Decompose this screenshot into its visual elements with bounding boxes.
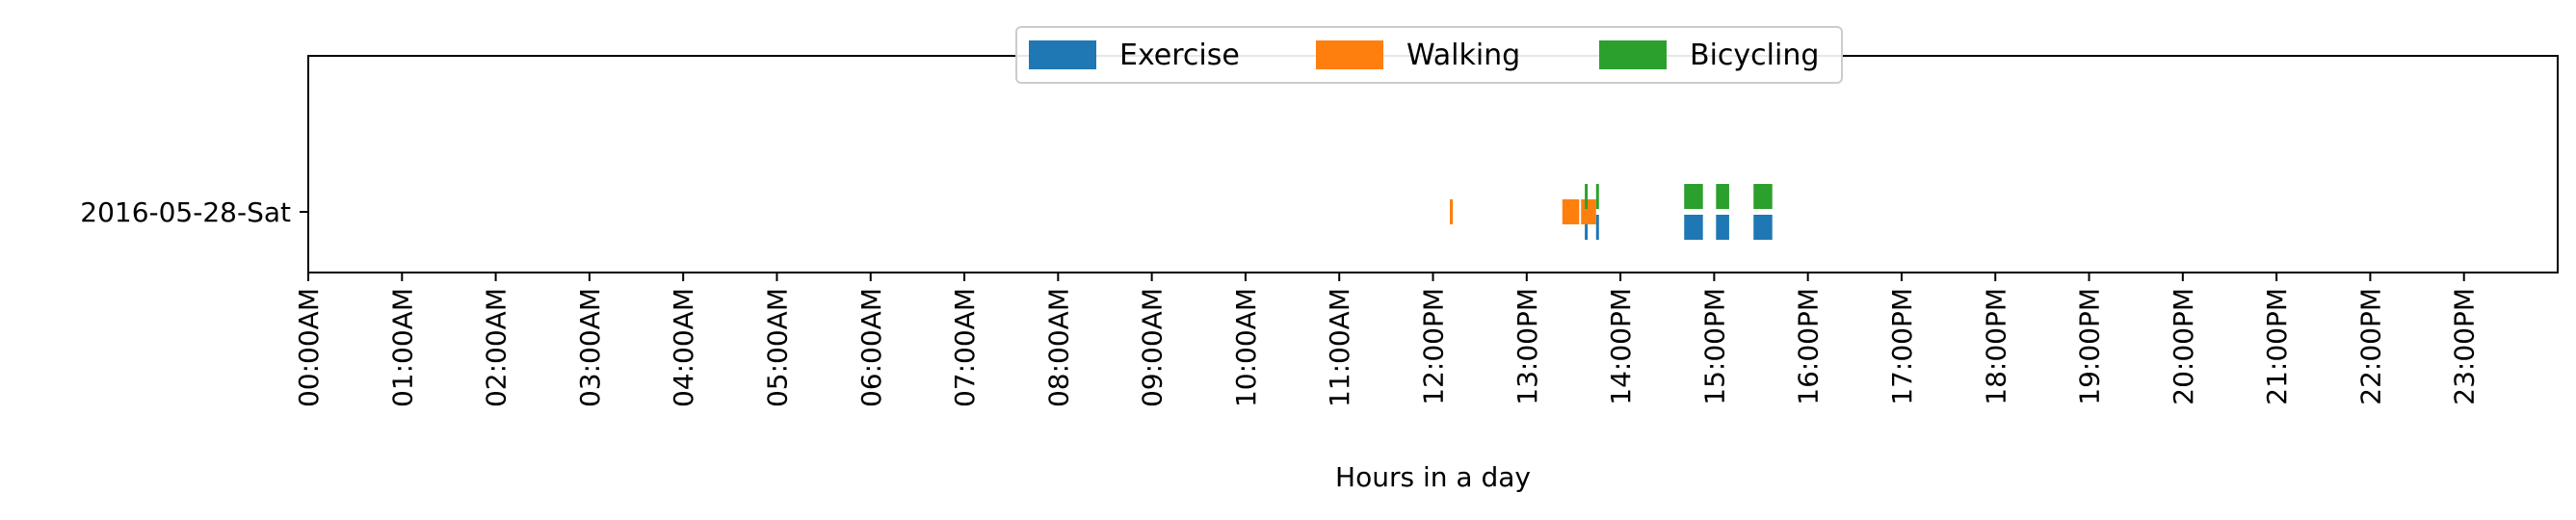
x-tick-label: 22:00PM (2354, 288, 2386, 405)
x-tick-label: 23:00PM (2449, 288, 2481, 405)
bar-walking-1 (1562, 199, 1580, 224)
x-tick-label: 10:00AM (1230, 288, 1262, 407)
legend-label-bicycling: Bicycling (1690, 39, 1819, 72)
bar-bicycling-1 (1595, 184, 1599, 209)
x-tick-label: 01:00AM (386, 288, 418, 407)
x-tick-label: 15:00PM (1698, 288, 1730, 405)
x-tick-label: 11:00AM (1324, 288, 1355, 407)
legend-swatch-walking (1316, 40, 1383, 69)
x-tick-label: 06:00AM (855, 288, 887, 407)
x-tick-label: 04:00AM (668, 288, 699, 407)
x-tick-label: 07:00AM (949, 288, 981, 407)
x-tick-label: 09:00AM (1137, 288, 1169, 407)
x-tick-label: 05:00AM (761, 288, 793, 407)
legend-swatch-exercise (1029, 40, 1096, 69)
bar-walking-0 (1450, 199, 1454, 224)
x-tick-label: 16:00PM (1793, 288, 1825, 405)
x-axis-label: Hours in a day (1335, 461, 1531, 493)
x-tick-label: 08:00AM (1042, 288, 1074, 407)
legend-swatch-bicycling (1599, 40, 1667, 69)
x-tick-label: 13:00PM (1511, 288, 1543, 405)
bar-walking-2 (1581, 199, 1596, 224)
x-tick-label: 00:00AM (293, 288, 325, 407)
y-axis: 2016-05-28-Sat (80, 196, 308, 228)
x-tick-label: 14:00PM (1605, 288, 1637, 405)
y-tick-label: 2016-05-28-Sat (80, 196, 291, 228)
bar-exercise-0 (1585, 215, 1589, 240)
x-tick-label: 18:00PM (1980, 288, 2011, 405)
x-tick-label: 03:00AM (574, 288, 606, 407)
bar-exercise-2 (1684, 215, 1703, 240)
legend-label-walking: Walking (1406, 39, 1520, 72)
bar-exercise-3 (1716, 215, 1729, 240)
bar-exercise-1 (1595, 215, 1599, 240)
x-tick-label: 12:00PM (1418, 288, 1450, 405)
x-tick-label: 17:00PM (1886, 288, 1918, 405)
x-tick-label: 21:00PM (2261, 288, 2293, 405)
bar-exercise-4 (1753, 215, 1773, 240)
bar-bicycling-2 (1684, 184, 1703, 209)
legend: Exercise Walking Bicycling (1015, 26, 1843, 84)
x-tick-label: 19:00PM (2074, 288, 2106, 405)
x-tick-label: 20:00PM (2168, 288, 2199, 405)
x-tick-label: 02:00AM (481, 288, 513, 407)
bar-bicycling-0 (1585, 184, 1589, 209)
x-axis: 00:00AM 01:00AM 02:00AM 03:00AM 04:00AM 05:00… (293, 273, 2481, 407)
bars-layer (1450, 184, 1773, 240)
bar-bicycling-4 (1753, 184, 1773, 209)
bar-bicycling-3 (1716, 184, 1729, 209)
legend-label-exercise: Exercise (1119, 39, 1240, 72)
